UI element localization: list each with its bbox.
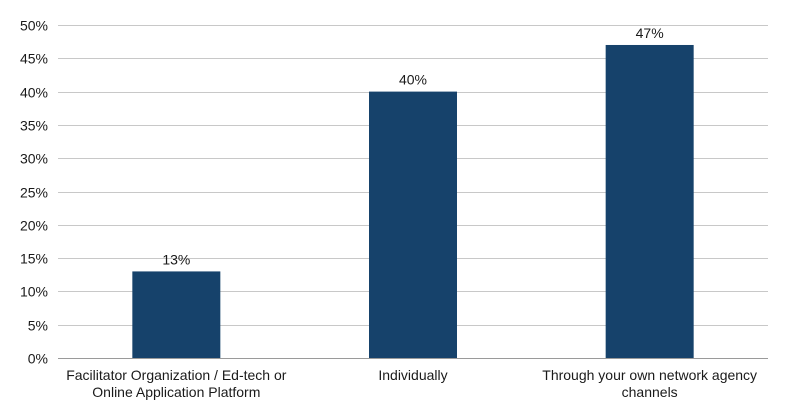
bar-2: [369, 91, 457, 358]
category-label-1-line-1: Facilitator Organization / Ed-tech or: [66, 367, 287, 383]
x-axis-category-labels: Facilitator Organization / Ed-tech or Onl…: [66, 367, 757, 400]
y-tick-label-15: 15%: [20, 251, 48, 267]
y-tick-label-35: 35%: [20, 118, 48, 134]
y-tick-label-45: 45%: [20, 51, 48, 67]
data-label-1: 13%: [162, 251, 190, 267]
y-tick-label-30: 30%: [20, 151, 48, 167]
data-label-2: 40%: [399, 72, 427, 88]
y-tick-label-40: 40%: [20, 85, 48, 101]
y-tick-label-0: 0%: [28, 351, 48, 367]
category-label-1-line-2: Online Application Platform: [92, 384, 260, 400]
y-tick-label-5: 5%: [28, 318, 48, 334]
category-label-3-line-1: Through your own network agency: [542, 367, 757, 383]
bar-3: [605, 44, 694, 358]
bar-1: [132, 271, 221, 358]
y-tick-label-20: 20%: [20, 218, 48, 234]
category-label-1: Facilitator Organization / Ed-tech or Onl…: [66, 367, 287, 400]
bars: [132, 44, 694, 358]
category-label-3: Through your own network agency channels: [542, 367, 757, 400]
y-tick-label-10: 10%: [20, 284, 48, 300]
category-label-2-line-1: Individually: [378, 367, 447, 383]
category-label-3-line-2: channels: [622, 384, 678, 400]
data-label-3: 47%: [636, 25, 664, 41]
y-tick-label-25: 25%: [20, 185, 48, 201]
y-tick-label-50: 50%: [20, 18, 48, 34]
data-labels: 13% 40% 47%: [162, 25, 663, 267]
y-axis-tick-labels: 0% 5% 10% 15% 20% 25% 30% 35% 40% 45% 50%: [20, 18, 48, 367]
category-label-2: Individually: [378, 367, 447, 383]
